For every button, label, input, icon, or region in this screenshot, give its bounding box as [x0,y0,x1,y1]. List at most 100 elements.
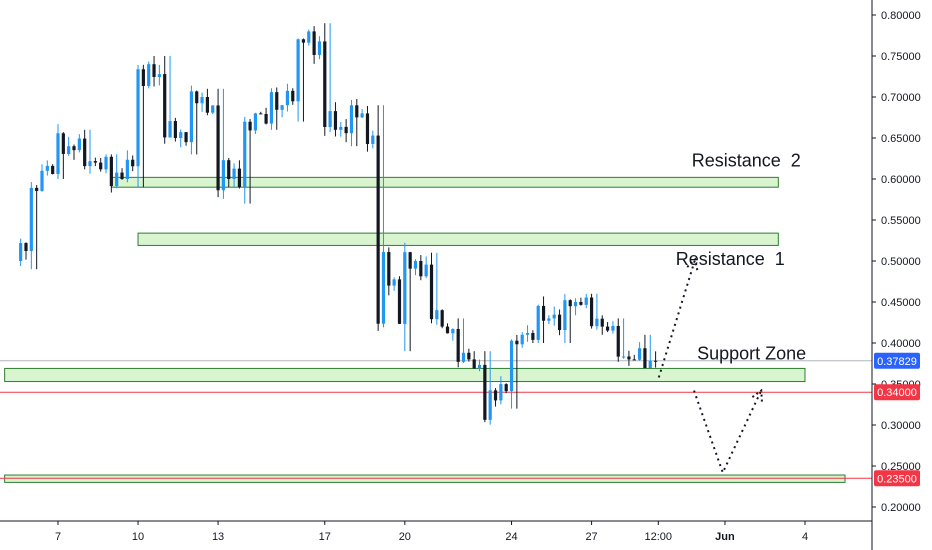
candle-body-109 [600,318,604,327]
candle-body-103 [568,300,572,307]
candle-body-18 [115,172,119,187]
candle-body-114 [627,356,631,360]
candle-body-56 [317,41,322,55]
candle-body-43 [248,121,252,131]
x-tick-label-0: 7 [55,531,61,543]
candle-body-35 [205,97,210,113]
candle-body-30 [179,132,183,138]
candle-body-3 [35,187,39,191]
candle-body-99 [547,318,551,321]
candle-body-22 [136,69,140,167]
annotation-label-0[interactable]: Resistance 2 [692,151,801,171]
candle-body-9 [67,146,71,154]
candle-body-89 [493,390,498,401]
candle-body-73 [408,252,412,269]
candle-body-93 [515,340,519,345]
annotation-label-1[interactable]: Resistance 1 [676,249,785,269]
price-badge-label-1: 0.34000 [877,387,917,399]
y-tick-label-4: 0.60000 [881,174,921,186]
candle-body-68 [381,252,386,324]
candle-body-88 [488,390,492,420]
candle-body-62 [349,105,354,134]
candle-body-67 [376,135,380,324]
axes-layer [0,0,873,550]
candle-body-41 [237,168,242,188]
candle-body-94 [520,334,524,345]
candle-body-71 [397,279,402,324]
projection-arrowhead-1 [751,388,763,402]
candle-body-32 [189,91,193,143]
price-badge-2[interactable] [874,470,920,487]
candle-body-69 [387,252,391,286]
candle-body-80 [445,326,450,334]
candle-body-90 [499,384,503,401]
zone-rect-1[interactable] [137,232,779,246]
price-badge-label-0: 0.37829 [877,356,917,368]
candle-body-83 [461,352,466,362]
candle-body-74 [413,261,418,269]
candle-body-115 [632,359,636,361]
projection-paths-layer [657,257,763,476]
candle-body-78 [435,310,439,320]
candle-body-29 [173,121,177,138]
y-tick-label-11: 0.25000 [881,461,921,473]
candle-body-63 [355,105,359,118]
candle-body-95 [525,332,530,335]
candle-body-81 [451,328,455,334]
x-tick-label-8: Jun [715,531,735,543]
candle-body-64 [360,113,364,118]
candle-body-104 [573,302,578,307]
annotation-label-2[interactable]: Support Zone [697,343,806,363]
time-axis-ticks: 7 10 13 17 20 24 27 12:00 Jun 4 [55,521,808,543]
zone-rect-2[interactable] [4,367,806,383]
candle-body-92 [509,340,514,392]
price-badge-1[interactable] [874,384,920,401]
y-tick-label-1: 0.75000 [881,51,921,63]
candle-body-87 [483,364,487,420]
candle-body-82 [456,328,460,362]
y-tick-label-5: 0.55000 [881,215,921,227]
candle-body-11 [77,138,81,151]
candle-body-39 [227,160,231,179]
x-tick-label-4: 20 [399,531,411,543]
candle-body-45 [259,113,263,115]
candle-body-34 [200,97,204,104]
candle-body-76 [424,264,428,277]
candle-body-79 [440,310,444,327]
candle-body-40 [232,168,236,179]
candle-body-108 [595,318,599,327]
candle-body-91 [504,384,508,392]
candle-body-107 [589,297,594,327]
candle-body-31 [184,132,188,143]
candle-body-105 [579,302,583,305]
y-tick-label-12: 0.20000 [881,502,921,514]
candle-body-42 [243,121,247,188]
candle-body-36 [211,105,215,113]
candle-body-65 [365,113,370,144]
candle-body-111 [611,325,615,331]
projection-path-0[interactable] [657,259,697,378]
candle-body-48 [275,92,279,110]
y-tick-label-7: 0.45000 [881,297,921,309]
candle-body-55 [312,31,316,55]
candle-body-46 [264,113,268,124]
zone-rect-0[interactable] [110,176,779,188]
candle-body-77 [429,264,434,320]
candle-body-53 [301,39,306,43]
price-badge-0[interactable] [874,352,920,369]
candle-body-14 [93,161,97,163]
candle-body-86 [477,364,482,369]
candle-body-5 [45,165,49,171]
x-tick-label-2: 13 [212,531,224,543]
candle-body-1 [24,243,28,251]
candle-body-47 [269,92,274,124]
y-tick-label-0: 0.80000 [881,10,921,22]
candle-body-2 [29,187,33,251]
y-tick-label-10: 0.30000 [881,420,921,432]
candle-body-24 [147,64,151,86]
candle-body-25 [152,64,156,77]
candle-body-17 [109,156,113,187]
candle-body-15 [99,162,103,170]
candle-body-13 [88,161,92,167]
